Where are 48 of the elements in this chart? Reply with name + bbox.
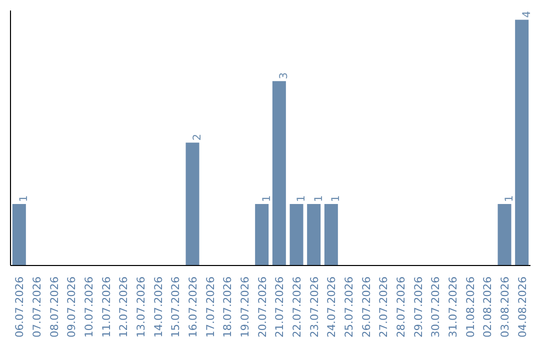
x-tick-label: 16.07.2026	[186, 276, 200, 338]
bar	[307, 204, 321, 266]
x-tick-label: 26.07.2026	[360, 276, 373, 338]
x-tick-label: 08.07.2026	[48, 276, 61, 338]
bar	[290, 204, 304, 266]
bar	[515, 20, 529, 266]
bar	[12, 204, 26, 266]
data-label: 1	[17, 195, 30, 202]
x-tick-label: 23.07.2026	[308, 276, 321, 338]
x-tick-label: 20.07.2026	[256, 276, 269, 338]
x-tick-label: 28.07.2026	[394, 276, 408, 338]
x-tick-label: 15.07.2026	[169, 276, 182, 338]
bar	[498, 204, 512, 266]
bar	[255, 204, 269, 266]
x-tick-label: 18.07.2026	[221, 276, 234, 338]
data-label: 4	[520, 10, 533, 18]
x-tick-label: 03.08.2026	[498, 276, 512, 338]
x-tick-label: 29.07.2026	[412, 276, 425, 338]
x-tick-label: 14.07.2026	[152, 276, 165, 338]
data-label: 1	[329, 195, 342, 202]
x-tick-label: 11.07.2026	[100, 276, 113, 338]
x-tick-label: 19.07.2026	[238, 276, 252, 338]
data-label: 3	[277, 72, 290, 80]
x-tick-label: 12.07.2026	[117, 276, 130, 338]
data-label: 1	[502, 195, 516, 202]
x-tick-label: 27.07.2026	[377, 276, 390, 338]
bar	[324, 204, 338, 266]
data-label: 2	[190, 134, 204, 141]
x-tick-label: 09.07.2026	[65, 276, 78, 338]
x-tick-label: 13.07.2026	[134, 276, 148, 338]
x-tick-label: 07.07.2026	[30, 276, 44, 338]
x-tick-label: 17.07.2026	[204, 276, 217, 338]
x-tick-label: 10.07.2026	[82, 276, 96, 338]
x-tick-label: 01.08.2026	[464, 276, 477, 338]
x-tick-label: 30.07.2026	[429, 276, 442, 338]
x-tick-label: 04.08.2026	[516, 276, 529, 338]
x-tick-label: 24.07.2026	[325, 276, 338, 338]
x-tick-label: 25.07.2026	[342, 276, 356, 338]
x-tick-label: 02.08.2026	[481, 276, 494, 338]
bar	[186, 142, 200, 266]
x-tick-label: 06.07.2026	[13, 276, 26, 338]
x-tick-label: 31.07.2026	[446, 276, 460, 338]
x-tick-label: 21.07.2026	[273, 276, 286, 338]
bar	[272, 81, 286, 266]
data-label: 1	[294, 195, 308, 202]
data-label: 1	[260, 195, 273, 202]
x-tick-label: 22.07.2026	[290, 276, 304, 338]
data-label: 1	[312, 195, 325, 202]
